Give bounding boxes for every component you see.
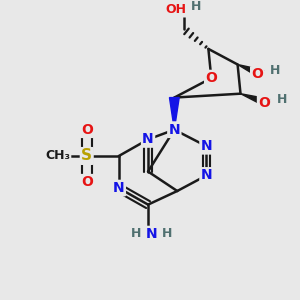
Polygon shape — [238, 64, 263, 78]
Text: H: H — [277, 93, 287, 106]
Text: N: N — [142, 132, 154, 146]
Text: OH: OH — [166, 4, 187, 16]
Text: CH₃: CH₃ — [45, 149, 70, 163]
Text: S: S — [81, 148, 92, 164]
Text: O: O — [81, 175, 93, 189]
Text: O: O — [258, 96, 270, 110]
Text: H: H — [190, 0, 201, 13]
Text: N: N — [146, 227, 158, 241]
Text: H: H — [162, 227, 173, 240]
Text: O: O — [251, 67, 263, 81]
Text: O: O — [206, 71, 217, 85]
Text: H: H — [131, 227, 142, 240]
Polygon shape — [169, 98, 179, 130]
Text: O: O — [81, 123, 93, 137]
Text: N: N — [201, 139, 212, 153]
Polygon shape — [241, 94, 270, 108]
Text: N: N — [201, 168, 212, 182]
Text: N: N — [113, 181, 125, 195]
Text: H: H — [270, 64, 281, 77]
Text: N: N — [169, 123, 180, 137]
